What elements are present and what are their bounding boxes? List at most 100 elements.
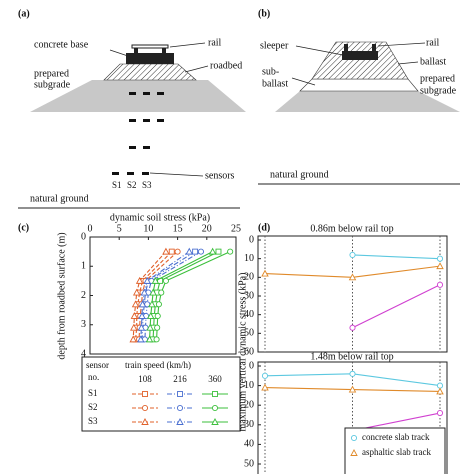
label: sub- [262,66,279,77]
marker [138,300,147,308]
marker [137,323,146,331]
y-tick-label: 20 [244,272,254,283]
marker [208,247,217,255]
y-axis-label: depth from roadbed surface (m) [56,232,67,359]
marker [162,277,169,284]
sleeper-shape [342,51,378,60]
label: natural ground [270,169,329,180]
marker [436,262,444,270]
marker [138,312,146,319]
marker [148,300,156,308]
y-tick-label: 60 [244,346,254,357]
legend-marker [211,404,219,412]
series-line [352,284,441,329]
marker [149,288,157,296]
panel-label: (b) [258,8,270,19]
legend-sensor: S3 [88,416,98,426]
marker [185,247,194,255]
legend-marker [141,404,149,412]
y-tick-label: 40 [244,309,254,320]
marker [130,312,139,319]
label: sensors [205,170,235,181]
label: subgrade [420,85,457,96]
label: roadbed [210,60,242,71]
sub-ballast-shape [299,78,419,92]
rail-shape [344,44,348,51]
label: ballast [420,56,446,67]
concrete-base-shape [126,53,174,64]
legend-sensor: S1 [88,388,98,398]
legend-speed: 216 [173,374,187,384]
marker [348,273,357,281]
marker [436,409,444,417]
legend-marker [350,434,358,442]
subgrade [30,80,246,112]
label: prepared [420,73,455,84]
x-tick-label: 5 [117,223,122,234]
marker [349,370,356,377]
label: S2 [127,180,137,190]
panel-label: (d) [258,222,270,233]
legend-label: asphaltic slab track [362,447,431,457]
marker [154,312,161,320]
panel-b: (b) rail sleeper ballast sub- ballast pr… [258,8,460,185]
marker [145,335,154,343]
marker [197,248,205,255]
y-tick-label: 10 [244,380,254,391]
y-tick-label: 1 [81,261,86,272]
legend-marker [142,391,148,397]
marker [436,255,444,262]
sensor-dashes [112,92,164,175]
marker [143,276,151,284]
marker [436,281,444,288]
marker [146,323,154,331]
marker [436,382,444,389]
x-tick-label: 10 [143,223,153,234]
label: natural ground [30,193,89,204]
marker [261,383,269,391]
legend-title: sensor [86,360,109,370]
marker [130,323,138,331]
x-tick-label: 20 [202,223,212,234]
marker [153,336,160,343]
marker [348,385,357,393]
y-tick-label: 2 [81,290,86,301]
legend-marker [211,418,219,425]
rail-shape [134,48,138,53]
roadbed-shape [103,63,197,81]
x-tick-label: 0 [88,223,93,234]
y-tick-label: 40 [244,439,254,450]
y-tick-label: 0 [249,234,254,245]
label: sleeper [260,40,289,51]
y-tick-label: 20 [244,399,254,410]
y-tick-label: 30 [244,290,254,301]
marker [140,288,149,296]
ballast-shape [311,41,409,80]
panel-a: (a) rail concrete base roadbed prepared … [18,8,246,209]
series-line [352,254,441,260]
x-tick-label: 15 [173,223,183,234]
legend-label: concrete slab track [362,432,430,442]
panel-label: (a) [18,8,30,19]
marker [132,288,141,296]
rail-shape [372,44,376,51]
subgrade [275,91,460,112]
legend-marker [350,449,358,456]
marker [154,324,161,331]
label: S1 [112,180,122,190]
y-tick-label: 4 [81,348,86,359]
y-tick-label: 50 [244,328,254,339]
chart-title: 1.48m below rail top [310,351,393,362]
marker [227,248,234,255]
marker [162,247,170,255]
y-tick-label: 0 [249,360,254,371]
panel-label: (c) [18,222,29,233]
marker [261,372,269,379]
marker [151,276,160,284]
marker [129,335,137,343]
marker [158,289,165,296]
marker [261,269,269,277]
label: S3 [142,180,152,190]
marker [135,276,144,284]
